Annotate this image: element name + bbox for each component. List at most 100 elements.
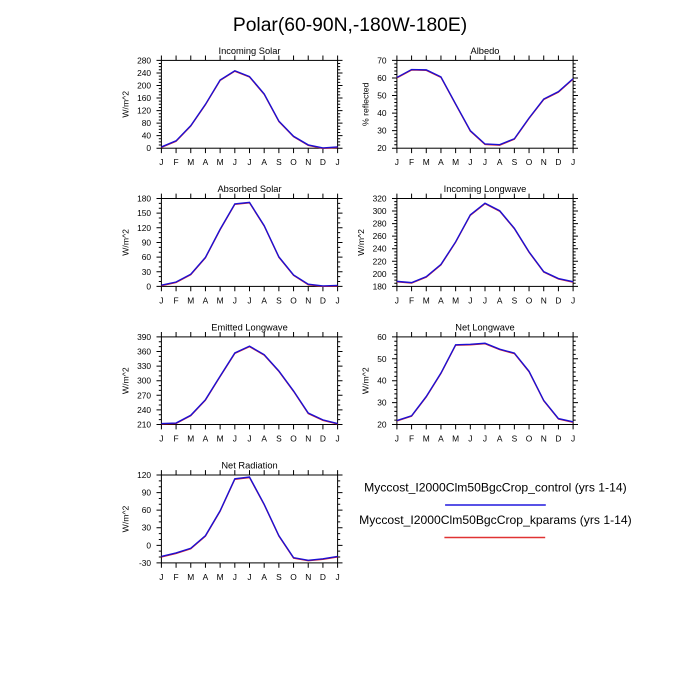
svg-text:260: 260 xyxy=(373,231,387,241)
svg-text:S: S xyxy=(512,295,518,305)
svg-text:Net Longwave: Net Longwave xyxy=(455,323,514,333)
svg-text:-30: -30 xyxy=(139,558,151,568)
svg-text:60: 60 xyxy=(142,505,152,515)
svg-text:D: D xyxy=(320,295,326,305)
svg-text:M: M xyxy=(452,157,459,167)
svg-text:M: M xyxy=(423,295,430,305)
svg-text:O: O xyxy=(290,295,297,305)
svg-text:Net Radiation: Net Radiation xyxy=(221,461,277,471)
svg-text:390: 390 xyxy=(137,332,151,342)
svg-text:S: S xyxy=(276,157,282,167)
svg-text:60: 60 xyxy=(377,73,387,83)
svg-text:S: S xyxy=(276,572,282,582)
svg-text:Emitted Longwave: Emitted Longwave xyxy=(211,323,288,333)
svg-text:Incoming Solar: Incoming Solar xyxy=(218,46,280,56)
svg-text:D: D xyxy=(555,433,561,443)
svg-text:30: 30 xyxy=(142,267,152,277)
svg-text:S: S xyxy=(512,433,518,443)
svg-text:360: 360 xyxy=(137,347,151,357)
svg-text:J: J xyxy=(159,433,163,443)
svg-text:J: J xyxy=(247,572,251,582)
svg-text:M: M xyxy=(187,295,194,305)
svg-text:40: 40 xyxy=(377,108,387,118)
svg-text:N: N xyxy=(541,295,547,305)
svg-text:J: J xyxy=(468,433,472,443)
svg-text:300: 300 xyxy=(137,376,151,386)
svg-text:M: M xyxy=(217,157,224,167)
svg-text:O: O xyxy=(526,157,533,167)
svg-text:30: 30 xyxy=(377,398,387,408)
svg-text:40: 40 xyxy=(377,376,387,386)
svg-text:J: J xyxy=(247,157,251,167)
svg-text:N: N xyxy=(541,157,547,167)
svg-text:40: 40 xyxy=(142,131,152,141)
svg-text:Myccost_I2000Clm50BgcCrop_cont: Myccost_I2000Clm50BgcCrop_control (yrs 1… xyxy=(364,481,626,495)
svg-text:280: 280 xyxy=(373,219,387,229)
svg-text:50: 50 xyxy=(377,354,387,364)
svg-text:J: J xyxy=(395,433,399,443)
svg-text:O: O xyxy=(290,572,297,582)
svg-text:O: O xyxy=(526,295,533,305)
svg-text:F: F xyxy=(174,433,179,443)
svg-text:A: A xyxy=(497,295,503,305)
svg-text:240: 240 xyxy=(373,244,387,254)
svg-text:J: J xyxy=(233,157,237,167)
svg-text:% reflected: % reflected xyxy=(361,82,371,126)
svg-text:W/m^2: W/m^2 xyxy=(361,367,371,394)
svg-text:W/m^2: W/m^2 xyxy=(120,229,130,256)
svg-text:S: S xyxy=(276,295,282,305)
svg-text:F: F xyxy=(409,295,414,305)
svg-text:240: 240 xyxy=(137,68,151,78)
svg-text:N: N xyxy=(305,433,311,443)
svg-text:210: 210 xyxy=(137,420,151,430)
svg-text:80: 80 xyxy=(142,118,152,128)
svg-text:J: J xyxy=(159,572,163,582)
svg-text:J: J xyxy=(336,157,340,167)
svg-text:A: A xyxy=(261,157,267,167)
svg-text:J: J xyxy=(233,572,237,582)
svg-text:M: M xyxy=(187,572,194,582)
svg-text:N: N xyxy=(305,572,311,582)
svg-text:M: M xyxy=(217,433,224,443)
svg-text:J: J xyxy=(395,157,399,167)
svg-text:Absorbed Solar: Absorbed Solar xyxy=(217,184,281,194)
svg-text:70: 70 xyxy=(377,55,387,65)
svg-text:J: J xyxy=(395,295,399,305)
svg-text:0: 0 xyxy=(146,143,151,153)
svg-text:D: D xyxy=(320,433,326,443)
svg-text:200: 200 xyxy=(137,80,151,90)
svg-text:200: 200 xyxy=(373,269,387,279)
svg-text:M: M xyxy=(187,157,194,167)
svg-text:F: F xyxy=(174,572,179,582)
svg-text:J: J xyxy=(336,572,340,582)
svg-text:20: 20 xyxy=(377,143,387,153)
svg-text:N: N xyxy=(305,157,311,167)
svg-text:280: 280 xyxy=(137,55,151,65)
svg-text:J: J xyxy=(571,295,575,305)
svg-text:A: A xyxy=(203,157,209,167)
svg-text:S: S xyxy=(512,157,518,167)
svg-text:0: 0 xyxy=(146,540,151,550)
svg-text:J: J xyxy=(571,433,575,443)
svg-text:O: O xyxy=(526,433,533,443)
svg-text:J: J xyxy=(468,157,472,167)
svg-text:J: J xyxy=(159,295,163,305)
svg-text:F: F xyxy=(409,433,414,443)
svg-text:J: J xyxy=(483,295,487,305)
svg-text:M: M xyxy=(423,157,430,167)
svg-text:O: O xyxy=(290,433,297,443)
svg-text:J: J xyxy=(571,157,575,167)
svg-text:J: J xyxy=(233,295,237,305)
svg-text:A: A xyxy=(203,572,209,582)
svg-text:J: J xyxy=(233,433,237,443)
svg-text:90: 90 xyxy=(142,488,152,498)
svg-text:A: A xyxy=(261,572,267,582)
svg-text:30: 30 xyxy=(377,126,387,136)
svg-text:M: M xyxy=(452,433,459,443)
svg-text:A: A xyxy=(203,295,209,305)
svg-text:Albedo: Albedo xyxy=(471,46,500,56)
svg-text:160: 160 xyxy=(137,93,151,103)
svg-text:N: N xyxy=(305,295,311,305)
svg-text:J: J xyxy=(336,295,340,305)
svg-text:M: M xyxy=(217,295,224,305)
